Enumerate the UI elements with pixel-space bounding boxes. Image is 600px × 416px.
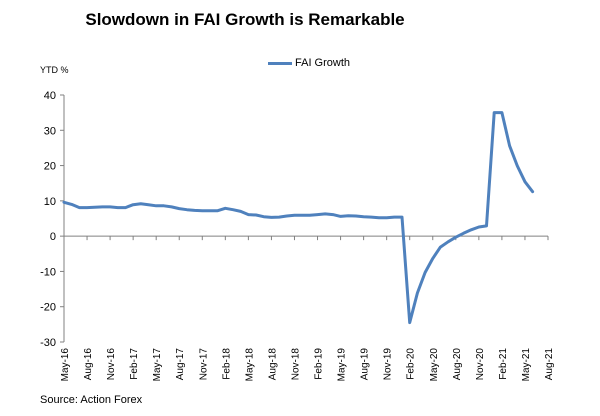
x-tick-label: Feb-20 [406,348,417,380]
legend-label: FAI Growth [295,57,351,69]
x-tick-label: Aug-19 [360,348,371,381]
x-tick-label: Nov-18 [290,348,301,381]
x-tick-label: Feb-17 [129,348,140,380]
x-tick-label: May-17 [152,348,163,382]
x-tick-label: Nov-16 [106,348,117,381]
x-tick-label: Feb-21 [498,348,509,380]
x-tick-label: May-20 [429,348,440,382]
x-tick-label: Aug-21 [544,348,555,381]
y-tick-label: -20 [40,302,56,314]
legend: FAI Growth [268,56,350,70]
x-tick-label: Feb-19 [314,348,325,380]
x-tick-label: Aug-20 [452,348,463,381]
x-tick-label: Nov-17 [198,348,209,381]
y-tick-label: 0 [50,231,56,243]
y-axis-label: YTD % [40,65,69,75]
x-tick-label: Nov-19 [383,348,394,381]
x-tick-label: May-16 [60,348,71,382]
x-tick-label: Aug-17 [175,348,186,381]
x-tick-label: May-21 [521,348,532,382]
y-tick-label: -30 [40,337,56,349]
y-tick-label: 10 [44,196,56,208]
x-tick-label: Aug-18 [267,348,278,381]
x-tick-label: Nov-20 [475,348,486,381]
x-tick-label: Aug-16 [83,348,94,381]
legend-swatch [268,61,292,65]
x-tick-label: May-18 [244,348,255,382]
y-tick-label: 20 [44,161,56,173]
x-tick-label: May-19 [337,348,348,382]
y-tick-label: 30 [44,125,56,137]
y-tick-label: 40 [44,90,56,102]
chart-title: Slowdown in FAI Growth is Remarkable [85,10,405,29]
y-tick-label: -10 [40,266,56,278]
source-note: Source: Action Forex [40,394,143,406]
x-tick-label: Feb-18 [221,348,232,380]
series-line-fai-growth [62,111,535,325]
